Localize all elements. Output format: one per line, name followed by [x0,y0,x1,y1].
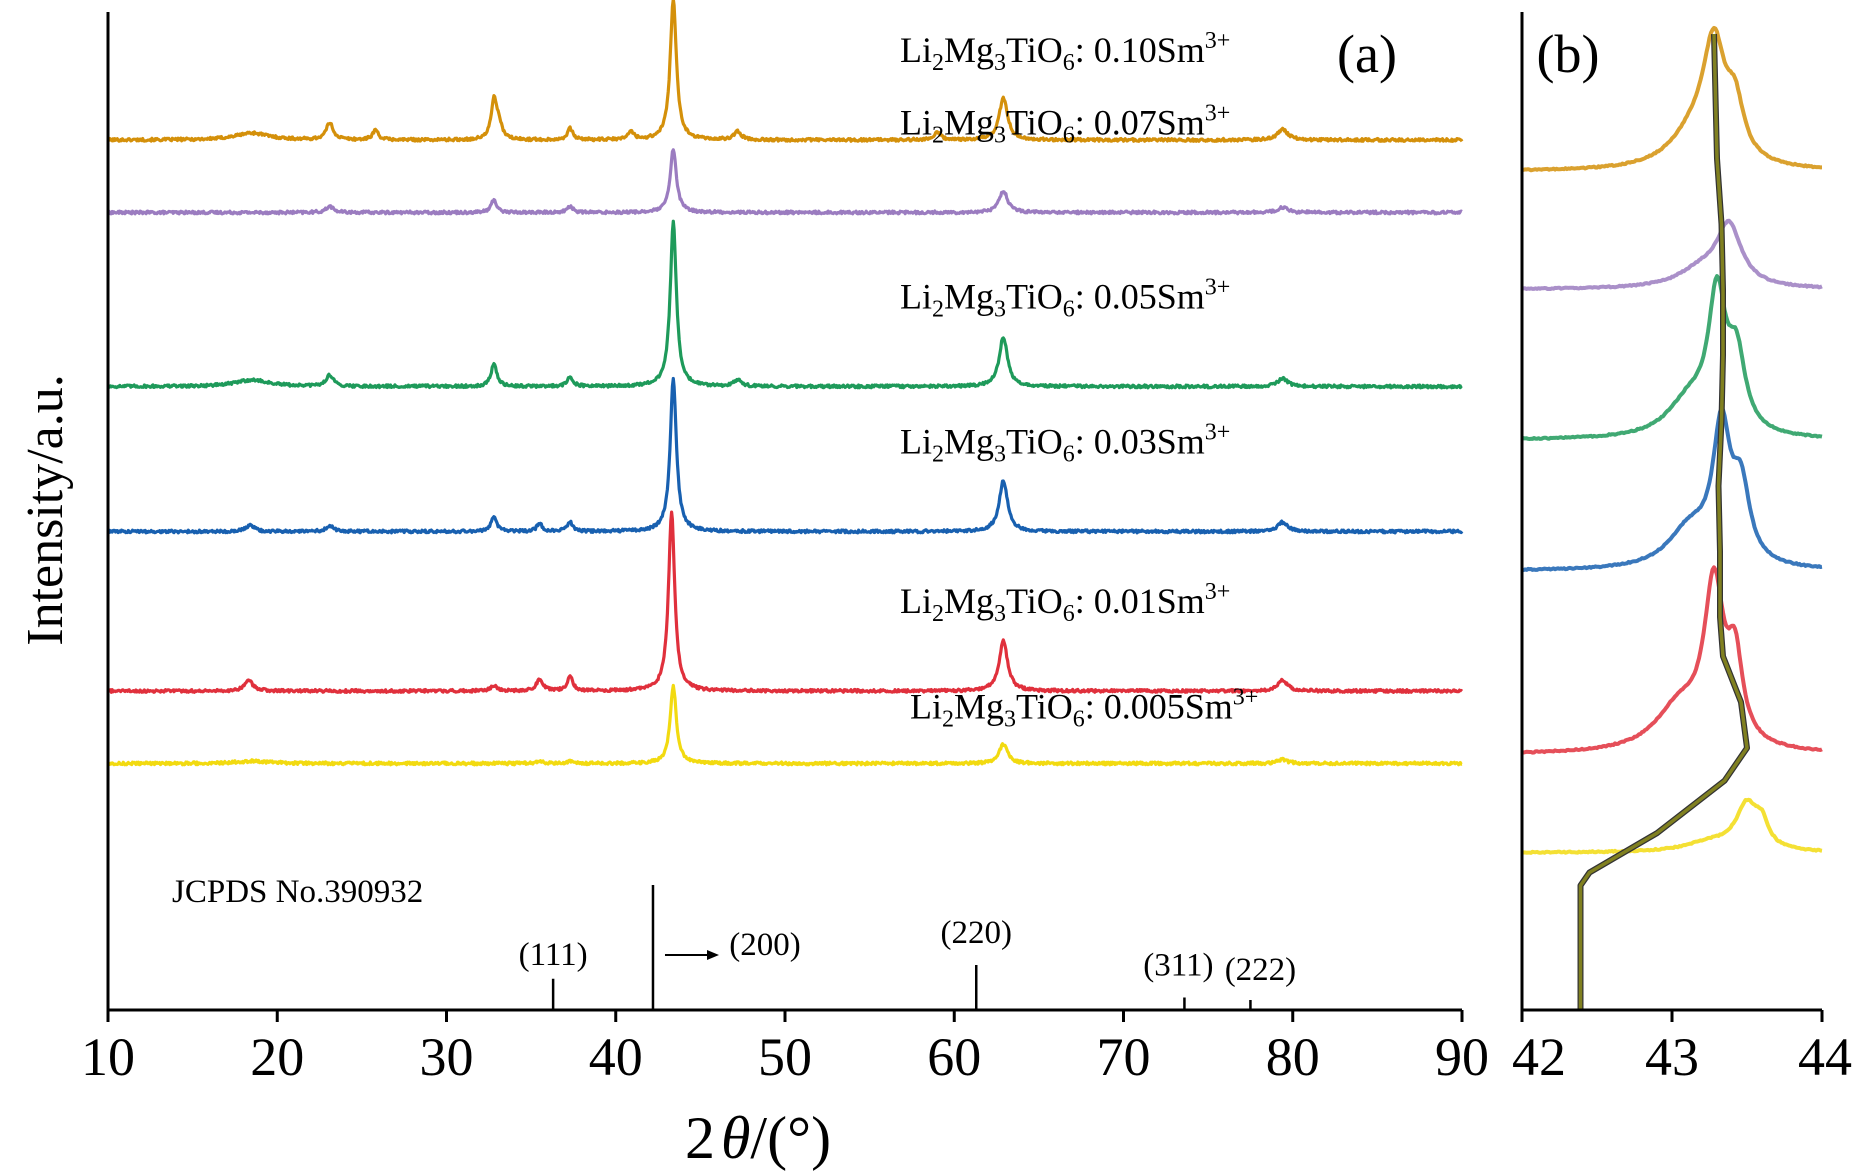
x-axis-label: 2 θ/(°) [685,1105,831,1171]
shift-arrow-head [706,950,719,960]
series-label-base: Li [900,422,932,462]
panel-b-series-line-2 [1521,218,1823,291]
series-line-4 [107,376,1464,535]
series-label-conc: : 0.01Sm [1075,581,1205,621]
x-tick-label: 10 [81,1027,135,1087]
reference-hkl-label: (200) [729,927,800,963]
reference-hkl-label: (111) [519,937,588,973]
series-label-6: Li2Mg3TiO6: 0.005Sm3+ [910,685,1258,733]
x-tick-label: 40 [589,1027,643,1087]
panel-a-axes: 10 20 30 40 50 60 70 80 90 [81,12,1489,1087]
panel-b-series-line-3 [1521,274,1823,441]
x-tick-label: 50 [758,1027,812,1087]
series-label-base: Li [900,30,932,70]
x-tick-label: 90 [1435,1027,1489,1087]
series-label-base: Li [910,687,942,727]
series-line-3 [107,219,1463,390]
series-label-1: Li2Mg3TiO6: 0.10Sm3+ [900,28,1230,76]
panel-b-x-tick-label: 43 [1645,1027,1699,1087]
panel-a-label: (a) [1337,24,1397,84]
shift-guide-line [1578,33,1749,1010]
reference-hkl-label: (311) [1143,948,1213,984]
panel-b-x-tick-label: 44 [1798,1027,1852,1087]
panel-a-series [106,0,1464,767]
panel-b-series-line-5 [1521,565,1823,755]
x-tick-label: 30 [420,1027,474,1087]
series-label-5: Li2Mg3TiO6: 0.01Sm3+ [900,579,1230,627]
series-label-conc: : 0.05Sm [1075,277,1205,317]
series-label-base: Li [900,277,932,317]
series-label-conc: : 0.10Sm [1075,30,1205,70]
series-label-conc: : 0.07Sm [1075,103,1205,143]
series-label-2: Li2Mg3TiO6: 0.07Sm3+ [900,101,1230,149]
reference-hkl-label: (220) [941,915,1012,951]
series-line-5 [106,510,1464,694]
series-line-6 [107,683,1463,767]
series-label-conc: : 0.005Sm [1085,687,1233,727]
reference-hkl-label: (222) [1225,952,1296,988]
x-axis-label-theta: θ [721,1105,750,1171]
panel-b-series-line-6 [1521,797,1823,855]
panel-b-series [1521,25,1823,855]
series-label-4: Li2Mg3TiO6: 0.03Sm3+ [900,420,1230,468]
reference-name: JCPDS No.390932 [172,874,423,910]
series-label-base: Li [900,581,932,621]
series-label-base: Li [900,103,932,143]
y-axis-label: Intensity/a.u. [17,374,74,646]
panel-b-series-line-4 [1521,406,1823,573]
series-label-conc: : 0.03Sm [1075,422,1205,462]
x-tick-label: 80 [1266,1027,1320,1087]
x-tick-label: 70 [1097,1027,1151,1087]
x-axis-label-prefix: 2 [685,1105,715,1171]
series-line-1 [107,0,1464,143]
peak-shift-guide [1577,33,1750,1010]
panel-b-axes: 42 43 44 [1512,12,1852,1087]
panel-b-x-tick-label: 42 [1512,1027,1566,1087]
panel-b-series-line-1 [1521,25,1823,173]
panel-b-label: (b) [1537,24,1600,84]
panel-b-zoom-200: 42 43 44 (b) [1512,12,1852,1087]
x-tick-label: 20 [250,1027,304,1087]
panel-a-series-labels: Li2Mg3TiO6: 0.10Sm3+ Li2Mg3TiO6: 0.07Sm3+… [900,28,1258,733]
reference-pattern: (111) (200) (220) (311) (222) JCPDS No.390932 [172,874,1296,1010]
series-line-2 [106,148,1463,216]
x-tick-label: 60 [927,1027,981,1087]
panel-a-xrd-patterns: (111) (200) (220) (311) (222) JCPDS No.390932… [17,0,1489,1171]
series-label-3: Li2Mg3TiO6: 0.05Sm3+ [900,275,1230,323]
x-axis-label-suffix: /(°) [750,1105,831,1171]
